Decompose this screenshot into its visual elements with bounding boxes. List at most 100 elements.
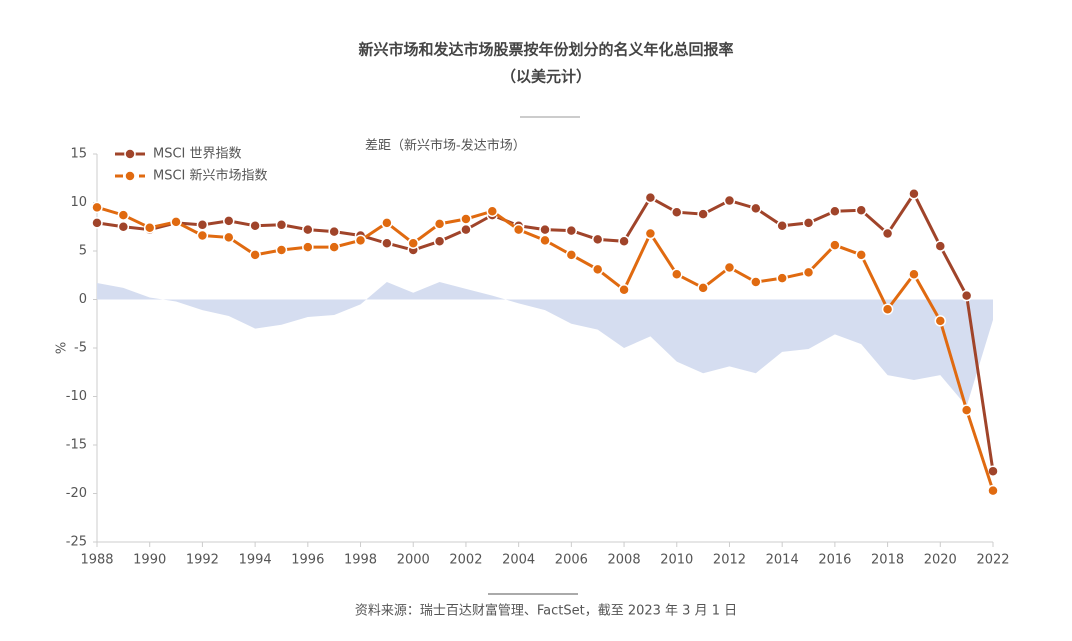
y-tick-label: 15: [70, 147, 87, 162]
point: [275, 244, 288, 256]
point: [302, 223, 314, 236]
point: [486, 205, 499, 217]
x-tick-label: 1990: [133, 553, 166, 568]
point: [249, 220, 261, 232]
point: [223, 215, 235, 227]
x-tick-label: 2008: [608, 553, 641, 568]
point: [223, 231, 235, 244]
point: [960, 404, 973, 416]
y-tick-label: -15: [66, 438, 87, 453]
chart-subtitle: （以美元计）: [501, 68, 591, 86]
point: [802, 217, 815, 229]
legend-label: MSCI 新兴市场指数: [153, 168, 268, 184]
x-tick-label: 2016: [818, 553, 851, 568]
point: [117, 209, 130, 221]
point: [750, 202, 762, 215]
point: [618, 235, 630, 248]
point: [829, 205, 841, 217]
point: [723, 261, 736, 274]
point: [960, 289, 973, 302]
point: [565, 224, 578, 237]
x-tick-label: 2006: [555, 553, 588, 568]
point: [697, 282, 709, 294]
point: [934, 315, 947, 327]
point: [908, 188, 920, 200]
point: [196, 229, 209, 242]
y-tick-label: 0: [79, 292, 87, 307]
point: [987, 484, 999, 497]
x-tick-label: 2020: [924, 553, 957, 568]
point: [328, 241, 340, 253]
y-tick-label: 10: [70, 195, 87, 210]
point: [381, 237, 393, 249]
point: [328, 225, 340, 238]
point: [539, 223, 551, 236]
point: [170, 216, 182, 228]
point: [987, 465, 999, 477]
point: [249, 249, 261, 261]
point: [671, 206, 683, 218]
chart-title: 新兴市场和发达市场股票按年份划分的名义年化总回报率: [358, 41, 733, 59]
point: [776, 220, 788, 232]
point: [644, 191, 657, 204]
source: 资料来源：瑞士百达财富管理、FactSet，截至 2023 年 3 月 1 日: [355, 603, 737, 619]
point: [829, 239, 841, 251]
point: [908, 268, 920, 281]
point: [433, 235, 446, 248]
point: [671, 268, 683, 281]
x-tick-label: 2022: [976, 553, 1009, 568]
legend-marker: [124, 148, 136, 160]
point: [196, 219, 209, 231]
y-tick-label: -20: [66, 486, 87, 501]
point: [750, 276, 762, 288]
y-tick-label: 5: [79, 244, 87, 259]
x-tick-label: 1996: [291, 553, 324, 568]
y-axis-label: %: [55, 342, 70, 354]
point: [618, 284, 630, 296]
point: [91, 201, 103, 214]
y-tick-label: -5: [74, 341, 87, 356]
point: [91, 217, 103, 229]
x-tick-label: 2004: [502, 553, 535, 568]
point: [117, 221, 130, 233]
legend-marker: [124, 170, 136, 182]
point: [881, 227, 894, 240]
point: [881, 303, 894, 315]
area-label: 差距（新兴市场-发达市场）: [365, 138, 526, 154]
point: [302, 241, 314, 253]
point: [275, 219, 288, 231]
point: [591, 263, 604, 276]
point: [539, 234, 551, 247]
point: [723, 194, 736, 207]
point: [143, 221, 156, 234]
point: [644, 227, 657, 240]
x-tick-label: 1998: [344, 553, 377, 568]
legend-label: MSCI 世界指数: [153, 147, 242, 162]
y-tick-label: -25: [66, 535, 87, 550]
x-tick-label: 2014: [766, 553, 799, 568]
point: [855, 204, 867, 217]
point: [512, 223, 525, 236]
point: [934, 240, 947, 252]
x-tick-label: 1992: [186, 553, 219, 568]
point: [381, 217, 393, 229]
point: [433, 218, 446, 230]
x-tick-label: 2012: [713, 553, 746, 568]
x-tick-label: 1994: [239, 553, 272, 568]
point: [697, 208, 709, 220]
gap-area: [97, 282, 993, 407]
x-tick-label: 1988: [80, 553, 113, 568]
x-tick-label: 2002: [449, 553, 482, 568]
point: [407, 237, 419, 249]
point: [802, 266, 815, 279]
x-tick-label: 2010: [660, 553, 693, 568]
point: [591, 233, 604, 246]
point: [354, 234, 367, 247]
point: [565, 249, 578, 261]
x-tick-label: 2018: [871, 553, 904, 568]
point: [460, 223, 472, 236]
point: [776, 272, 788, 284]
point: [460, 213, 472, 225]
x-tick-label: 2000: [397, 553, 430, 568]
